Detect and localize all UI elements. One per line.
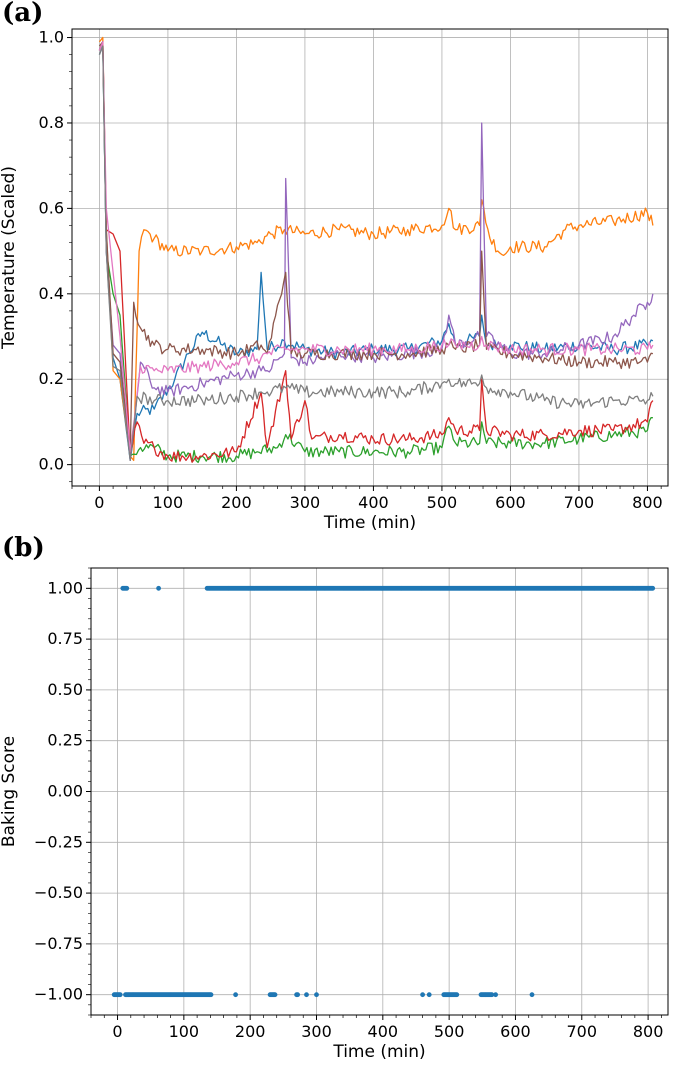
x-tick-label: 300	[301, 1022, 332, 1041]
scatter-point-negative	[489, 992, 495, 998]
scatter-point-positive	[650, 585, 656, 591]
x-tick-label: 500	[434, 1022, 465, 1041]
y-tick-label: 0.2	[39, 369, 64, 388]
y-axis-title: Temperature (Scaled)	[0, 166, 19, 350]
plot-area	[111, 585, 656, 998]
series-line-red	[98, 41, 654, 463]
x-tick-label: 300	[290, 493, 321, 512]
panel-label-a: (a)	[2, 0, 44, 28]
series-line-orange	[98, 36, 654, 462]
chart-a-temperature: 0 100 200 300 400 500 600 700 800 0.0 0.2 0.4 0.6 0.8…	[0, 28, 669, 533]
x-axis-title: Time (min)	[332, 1042, 425, 1062]
chart-b-baking-score: 0 100 200 300 400 500 600 700 800 −1.00 −0.75 −0.50…	[0, 567, 669, 1062]
x-tick-label: 700	[564, 493, 595, 512]
scatter-point-negative	[295, 992, 300, 998]
y-tick-label: 1.0	[39, 28, 64, 47]
scatter-point-negative	[208, 992, 214, 998]
y-tick-label: 0.8	[39, 113, 64, 132]
y-tick-label: −0.75	[34, 934, 83, 953]
x-tick-label: 800	[632, 493, 663, 512]
scatter-point-negative	[117, 992, 123, 998]
y-tick-label: −0.50	[34, 883, 83, 902]
y-tick-label: 0.4	[39, 284, 64, 303]
scatter-point-positive	[156, 585, 162, 591]
x-tick-label: 0	[112, 1022, 122, 1041]
plot-area	[98, 36, 654, 464]
y-tick-label: 0.50	[47, 680, 83, 699]
panel-label-b: (b)	[2, 533, 45, 563]
x-axis-title: Time (min)	[323, 513, 416, 533]
x-tick-label: 0	[94, 493, 104, 512]
series-line-blue	[98, 45, 654, 462]
y-tick-label: 0.0	[39, 455, 64, 474]
y-tick-label: 0.25	[47, 731, 83, 750]
x-tick-label: 500	[427, 493, 458, 512]
scatter-point-negative	[529, 992, 535, 998]
y-axis-title: Baking Score	[0, 736, 19, 847]
x-tick-label: 400	[358, 493, 389, 512]
x-tick-label: 100	[153, 493, 184, 512]
series-line-gray	[98, 45, 654, 462]
scatter-point-negative	[233, 992, 239, 998]
x-tick-label: 200	[235, 1022, 266, 1041]
x-tick-label: 100	[169, 1022, 200, 1041]
x-tick-label: 800	[633, 1022, 664, 1041]
scatter-point-negative	[272, 992, 278, 998]
y-tick-label: 0.75	[47, 629, 83, 648]
x-tick-label: 200	[221, 493, 252, 512]
y-tick-label: −1.00	[34, 985, 83, 1004]
scatter-point-negative	[493, 992, 498, 998]
y-tick-label: 0.6	[39, 198, 64, 217]
y-tick-label: 1.00	[47, 578, 83, 597]
scatter-point-negative	[304, 992, 309, 998]
scatter-point-negative	[454, 992, 460, 998]
scatter-point-negative	[420, 992, 425, 998]
axes-frame	[71, 28, 669, 487]
y-tick-label: 0.00	[47, 782, 83, 801]
series-line-brown	[98, 41, 654, 453]
x-tick-label: 600	[500, 1022, 531, 1041]
scatter-point-positive	[124, 585, 130, 591]
scatter-point-negative	[314, 992, 319, 998]
scatter-point-negative	[426, 992, 432, 998]
x-tick-label: 700	[567, 1022, 598, 1041]
series-line-purple	[98, 41, 654, 462]
x-tick-label: 400	[368, 1022, 399, 1041]
x-tick-label: 600	[495, 493, 526, 512]
y-tick-label: −0.25	[34, 832, 83, 851]
series-line-pink	[98, 41, 654, 453]
